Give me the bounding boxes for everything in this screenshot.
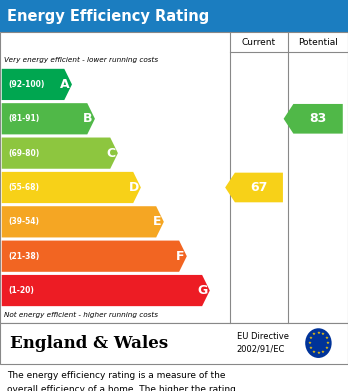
Text: A: A bbox=[60, 78, 70, 91]
Text: (69-80): (69-80) bbox=[8, 149, 39, 158]
Text: ★: ★ bbox=[309, 336, 313, 340]
Text: Potential: Potential bbox=[298, 38, 338, 47]
Text: ★: ★ bbox=[312, 332, 316, 336]
Text: ★: ★ bbox=[312, 350, 316, 354]
Text: C: C bbox=[107, 147, 116, 160]
Text: 83: 83 bbox=[309, 112, 327, 125]
Text: 2002/91/EC: 2002/91/EC bbox=[237, 344, 285, 353]
Polygon shape bbox=[2, 103, 95, 135]
Bar bbox=[0, 0, 348, 32]
Text: ★: ★ bbox=[325, 341, 330, 345]
Polygon shape bbox=[2, 240, 187, 272]
Text: 67: 67 bbox=[250, 181, 268, 194]
Text: (81-91): (81-91) bbox=[8, 114, 39, 123]
Text: G: G bbox=[197, 284, 208, 297]
Text: D: D bbox=[128, 181, 139, 194]
Circle shape bbox=[305, 328, 332, 358]
Text: EU Directive: EU Directive bbox=[237, 332, 288, 341]
Text: England & Wales: England & Wales bbox=[10, 335, 168, 352]
Text: (21-38): (21-38) bbox=[8, 252, 39, 261]
Bar bbox=[0, 32, 348, 323]
Text: ★: ★ bbox=[321, 350, 325, 354]
Text: ★: ★ bbox=[324, 346, 328, 350]
Polygon shape bbox=[225, 173, 283, 202]
Text: ★: ★ bbox=[307, 341, 311, 345]
Polygon shape bbox=[2, 206, 164, 237]
Polygon shape bbox=[2, 275, 210, 306]
Text: ★: ★ bbox=[321, 332, 325, 336]
Text: ★: ★ bbox=[309, 346, 313, 350]
Text: E: E bbox=[153, 215, 162, 228]
Text: (39-54): (39-54) bbox=[8, 217, 39, 226]
Polygon shape bbox=[284, 104, 343, 134]
Polygon shape bbox=[2, 138, 118, 169]
Text: Very energy efficient - lower running costs: Very energy efficient - lower running co… bbox=[4, 57, 158, 63]
Text: Current: Current bbox=[242, 38, 276, 47]
Text: (55-68): (55-68) bbox=[8, 183, 39, 192]
Polygon shape bbox=[2, 69, 72, 100]
Text: ★: ★ bbox=[316, 351, 321, 355]
Text: Energy Efficiency Rating: Energy Efficiency Rating bbox=[7, 9, 209, 23]
Text: The energy efficiency rating is a measure of the: The energy efficiency rating is a measur… bbox=[7, 371, 226, 380]
Text: B: B bbox=[84, 112, 93, 125]
Polygon shape bbox=[2, 172, 141, 203]
Text: ★: ★ bbox=[324, 336, 328, 340]
Text: (92-100): (92-100) bbox=[8, 80, 45, 89]
Text: ★: ★ bbox=[316, 331, 321, 335]
Text: overall efficiency of a home. The higher the rating: overall efficiency of a home. The higher… bbox=[7, 385, 236, 391]
Text: (1-20): (1-20) bbox=[8, 286, 34, 295]
Text: F: F bbox=[176, 250, 185, 263]
Text: Not energy efficient - higher running costs: Not energy efficient - higher running co… bbox=[4, 312, 158, 318]
Bar bbox=[0, 323, 348, 364]
